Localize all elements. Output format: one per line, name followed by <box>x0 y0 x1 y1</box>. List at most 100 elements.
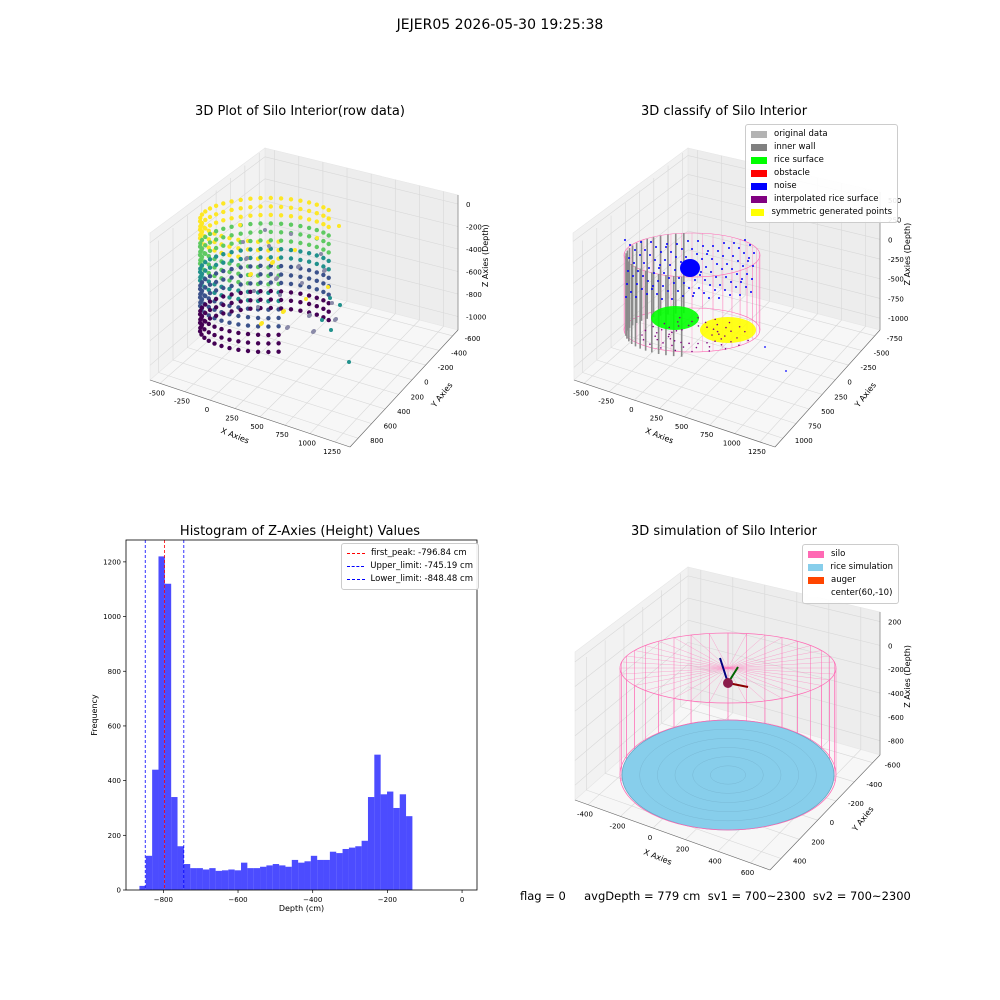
noise-point <box>707 250 709 252</box>
interpolated-surface-point <box>697 325 700 327</box>
noise-point <box>752 265 754 267</box>
scatter-point <box>221 201 226 206</box>
gridline <box>244 297 440 351</box>
scatter-point <box>298 249 303 254</box>
noise-point <box>698 287 700 289</box>
classify-plot-title: 3D classify of Silo Interior <box>640 104 808 119</box>
scatter-point <box>198 232 203 238</box>
noise-point <box>683 282 685 284</box>
y-axis-line <box>774 329 881 448</box>
scatter-point <box>207 274 213 279</box>
noise-point <box>633 262 635 264</box>
x-tick-label: 0 <box>629 406 633 414</box>
interpolated-surface-point <box>730 340 732 343</box>
z-axis-label: Z Axies (Depth) <box>903 645 912 708</box>
noise-point <box>736 273 738 275</box>
histogram-bar <box>374 754 381 890</box>
noise-point <box>637 270 639 272</box>
scatter-point <box>203 209 208 214</box>
scatter-point <box>258 204 263 209</box>
scatter-point <box>321 272 326 278</box>
raw-3d-plot: -500-250025050075010001250-600-400-20002… <box>149 147 490 456</box>
interpolated-surface-point <box>678 316 681 319</box>
noise-point <box>743 252 745 254</box>
noise-point <box>687 240 689 242</box>
noise-point <box>658 267 660 269</box>
interpolated-surface-point <box>662 342 664 344</box>
scatter-point <box>278 293 282 297</box>
scatter-point <box>207 257 213 262</box>
gridline <box>687 597 881 646</box>
scatter-point <box>248 247 253 252</box>
scatter-point <box>321 289 326 295</box>
scatter-point <box>311 330 315 334</box>
interpolated-surface-point <box>660 328 663 331</box>
x-axis-line <box>573 379 776 448</box>
y-tick-label: -750 <box>887 335 903 343</box>
legend-entry: first_peak: -796.84 cm <box>347 547 473 560</box>
scatter-point <box>199 305 205 310</box>
scatter-point <box>248 298 253 303</box>
gridline <box>610 347 810 410</box>
scatter-point <box>221 311 226 316</box>
scatter-point <box>288 281 294 287</box>
rice-mesh-ring <box>657 738 799 812</box>
noise-point <box>664 259 666 261</box>
noise-point <box>674 269 676 271</box>
scatter-point <box>219 318 224 323</box>
gridline <box>687 619 881 670</box>
y-tick-label: 200 <box>811 838 824 846</box>
y-axis-label: Y Axies <box>429 381 455 410</box>
scatter-point <box>229 266 234 272</box>
gridline <box>158 372 359 439</box>
histogram-bar <box>310 855 318 890</box>
scatter-point <box>314 278 319 283</box>
histogram-bar <box>387 791 394 890</box>
scatter-point <box>326 309 331 314</box>
scatter-point <box>248 205 253 210</box>
noise-point <box>624 239 626 241</box>
silo-roof-line <box>727 634 766 669</box>
histogram-bar <box>279 865 286 890</box>
scatter-point <box>268 305 273 311</box>
scatter-point <box>256 305 260 309</box>
histogram-bar <box>209 868 216 890</box>
y-tick-label: 0 <box>830 819 834 827</box>
z-axis-label: Z Axies (Depth) <box>481 224 490 287</box>
scatter-point <box>326 317 331 323</box>
scatter-point <box>199 237 205 243</box>
scatter-point <box>248 213 253 218</box>
legend-label: inner wall <box>774 142 816 152</box>
scatter-point <box>278 306 284 311</box>
scatter-point <box>219 335 224 340</box>
noise-point <box>670 251 672 253</box>
scatter-point <box>198 325 203 331</box>
interpolated-surface-point <box>652 325 654 328</box>
scatter-point <box>255 341 261 346</box>
y-tick-label: 0 <box>424 379 428 387</box>
scatter-point <box>203 251 208 256</box>
scatter-point <box>221 209 226 215</box>
scatter-point <box>241 240 245 244</box>
interpolated-surface-point <box>688 342 690 345</box>
noise-point <box>735 286 737 288</box>
x-tick-label: -250 <box>598 398 614 406</box>
scatter-point <box>268 255 273 260</box>
noise-point <box>699 274 701 276</box>
scatter-point <box>337 224 341 228</box>
histogram-title: Histogram of Z-Axies (Height) Values <box>179 524 421 539</box>
scatter-point <box>274 277 278 281</box>
interpolated-surface-point <box>711 334 713 336</box>
scatter-point <box>276 349 281 354</box>
scatter-point <box>314 219 319 224</box>
y-axis-line <box>349 329 459 448</box>
noise-point <box>641 288 643 290</box>
x-tick-label: -200 <box>610 822 626 830</box>
noise-point <box>655 246 657 248</box>
x-tick-label: 600 <box>741 869 754 877</box>
x-tick-label: 500 <box>250 423 263 431</box>
y-tick-label: 750 <box>808 423 821 431</box>
scatter-point <box>248 264 253 269</box>
interpolated-surface-point <box>708 350 711 352</box>
scatter-point <box>288 264 294 270</box>
